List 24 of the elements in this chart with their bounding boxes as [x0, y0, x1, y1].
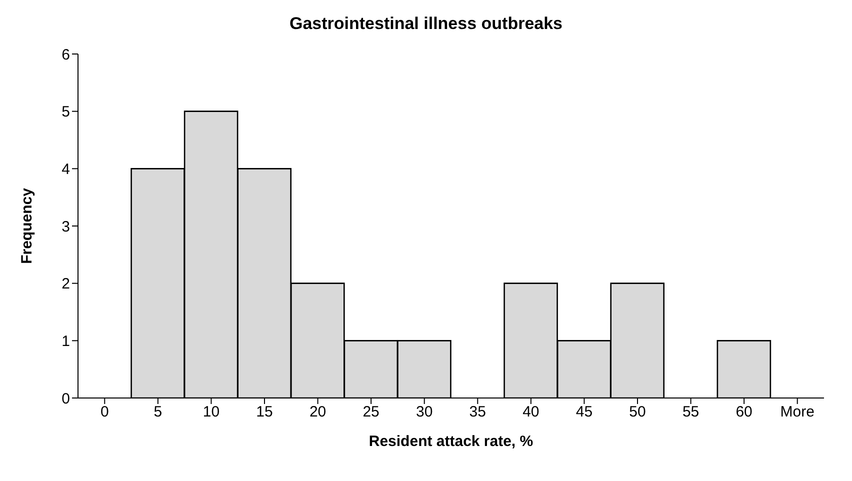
- y-tick-label: 1: [62, 332, 70, 350]
- x-tick-label: More: [780, 404, 814, 421]
- x-tick-label: 45: [576, 404, 593, 421]
- chart-title: Gastrointestinal illness outbreaks: [288, 14, 564, 35]
- x-tick-label: 40: [522, 404, 540, 421]
- y-tick-label: 6: [62, 46, 70, 64]
- x-tick-label: 20: [309, 404, 326, 421]
- x-tick-label: 0: [100, 404, 109, 421]
- x-tick-label: 30: [416, 404, 433, 421]
- x-tick-label: 5: [154, 404, 162, 421]
- y-tick-label: 4: [62, 160, 70, 178]
- x-tick-label: 25: [362, 404, 380, 421]
- y-tick-label: 2: [62, 276, 70, 293]
- y-tick-label: 5: [62, 104, 70, 121]
- x-tick-label: 10: [202, 404, 220, 421]
- y-tick-label: 3: [62, 218, 70, 236]
- y-axis-title: Frequency: [18, 187, 36, 264]
- x-tick-label: 50: [629, 404, 646, 421]
- x-tick-label: 55: [682, 404, 700, 421]
- x-tick-label: 35: [469, 404, 486, 421]
- x-tick-label: 15: [256, 404, 273, 421]
- x-axis-title: Resident attack rate, %: [368, 433, 534, 450]
- y-tick-label: 0: [62, 390, 70, 408]
- x-tick-label: 60: [736, 404, 752, 421]
